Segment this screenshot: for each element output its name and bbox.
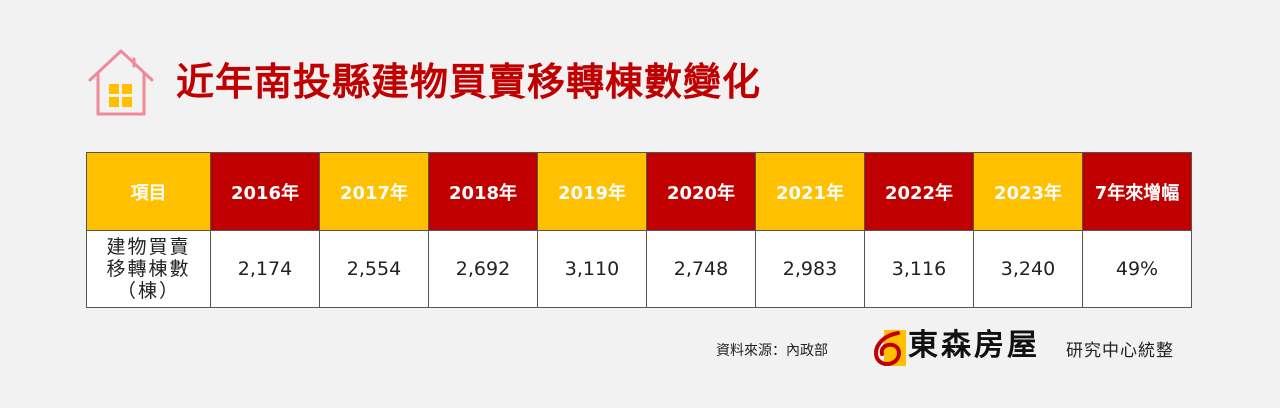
header-row: 項目 2016年 2017年 2018年 2019年 2020年 2021年 2… xyxy=(86,152,1192,231)
value-2018: 2,692 xyxy=(428,230,538,308)
row-label-line: 移轉棟數 xyxy=(106,258,191,280)
value-2019: 3,110 xyxy=(537,230,647,308)
value-change: 49% xyxy=(1082,230,1192,308)
brand-suffix: 研究中心統整 xyxy=(1066,341,1174,361)
dongsen-logo-icon xyxy=(873,330,906,367)
house-icon xyxy=(88,49,154,116)
header-2023: 2023年 xyxy=(973,152,1083,231)
value-2020: 2,748 xyxy=(646,230,756,308)
row-label-line: （棟） xyxy=(116,280,180,302)
header-item: 項目 xyxy=(86,152,211,231)
header-2018: 2018年 xyxy=(428,152,538,231)
header-2016: 2016年 xyxy=(210,152,320,231)
brand-name: 東森房屋 xyxy=(908,328,1040,363)
header-2017: 2017年 xyxy=(319,152,429,231)
header-2019: 2019年 xyxy=(537,152,647,231)
value-2016: 2,174 xyxy=(210,230,320,308)
source-note: 資料來源：內政部 xyxy=(716,343,828,359)
header-2020: 2020年 xyxy=(646,152,756,231)
header-2022: 2022年 xyxy=(864,152,974,231)
value-2023: 3,240 xyxy=(973,230,1083,308)
table-row: 建物買賣 移轉棟數 （棟） 2,174 2,554 2,692 3,110 2,… xyxy=(86,230,1192,308)
header-2021: 2021年 xyxy=(755,152,865,231)
value-2017: 2,554 xyxy=(319,230,429,308)
row-label-line: 建物買賣 xyxy=(106,236,191,258)
row-label: 建物買賣 移轉棟數 （棟） xyxy=(86,230,211,308)
header-change: 7年來增幅 xyxy=(1082,152,1192,231)
data-table: 項目 2016年 2017年 2018年 2019年 2020年 2021年 2… xyxy=(86,152,1192,308)
page-title: 近年南投縣建物買賣移轉棟數變化 xyxy=(176,60,762,104)
value-2022: 3,116 xyxy=(864,230,974,308)
value-2021: 2,983 xyxy=(755,230,865,308)
